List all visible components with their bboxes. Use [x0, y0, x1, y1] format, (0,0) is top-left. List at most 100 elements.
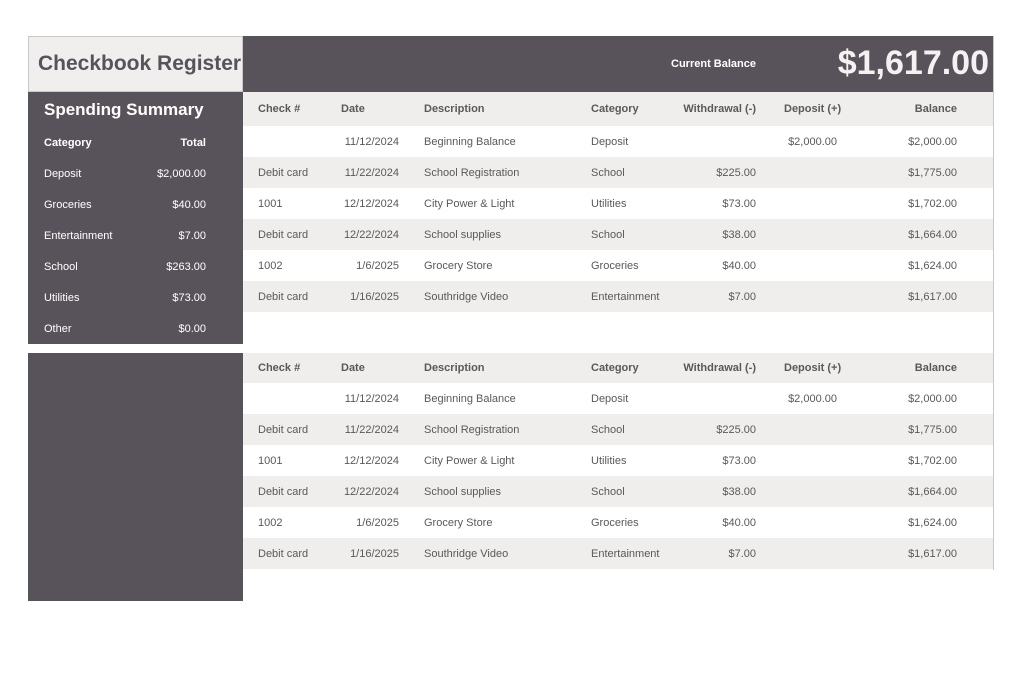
cell-description: Southridge Video [424, 290, 509, 303]
summary-category: Entertainment [44, 229, 113, 242]
summary-total: $7.00 [178, 229, 206, 242]
header-category[interactable]: Category [591, 103, 639, 115]
cell-check-number: Debit card [258, 166, 309, 179]
table-row[interactable]: Debit card 12/22/2024 School supplies Schoo… [243, 219, 994, 250]
cell-category: Deposit [591, 392, 629, 405]
header-balance[interactable]: Balance [914, 362, 957, 374]
cell-balance: $1,624.00 [908, 259, 957, 272]
cell-balance: $1,664.00 [908, 485, 957, 498]
summary-category: School [44, 260, 78, 273]
header-description[interactable]: Description [424, 103, 485, 115]
divider [993, 36, 994, 570]
table-row[interactable]: Debit card 12/22/2024 School supplies Schoo… [243, 476, 994, 507]
cell-check-number: 1001 [258, 197, 283, 210]
cell-check-number: Debit card [258, 228, 309, 241]
cell-date: 11/12/2024 [344, 135, 399, 148]
table-row[interactable]: Debit card 1/16/2025 Southridge Video Enter… [243, 281, 994, 312]
table-row[interactable]: 1001 12/12/2024 City Power & Light Utilitie… [243, 445, 994, 476]
cell-check-number: Debit card [258, 290, 309, 303]
header-balance[interactable]: Balance [914, 103, 957, 115]
table-row[interactable]: 1002 1/6/2025 Grocery Store Groceries $40.00… [243, 507, 994, 538]
header-date[interactable]: Date [341, 103, 365, 115]
table-header-row: Check # Date Description Category Withdrawal… [243, 353, 994, 383]
summary-total: $73.00 [172, 291, 206, 304]
cell-withdrawal: $7.00 [728, 547, 756, 560]
spending-summary: Spending Summary Category Total Deposit $2,… [28, 92, 243, 344]
cell-description: School supplies [424, 485, 502, 498]
cell-check-number: Debit card [258, 423, 309, 436]
cell-date: 11/22/2024 [344, 166, 399, 179]
table-row[interactable]: 11/12/2024 Beginning Balance Deposit $2,000… [243, 383, 994, 414]
header-description[interactable]: Description [424, 362, 485, 374]
cell-date: 11/22/2024 [344, 423, 399, 436]
cell-withdrawal: $40.00 [722, 516, 756, 529]
cell-check-number: 1002 [258, 516, 283, 529]
cell-category: School [591, 485, 625, 498]
summary-row: Other $0.00 [44, 313, 206, 344]
table-row[interactable]: Debit card 11/22/2024 School Registration S… [243, 157, 994, 188]
cell-balance: $2,000.00 [908, 392, 957, 405]
header-date[interactable]: Date [341, 362, 365, 374]
header-deposit[interactable]: Deposit (+) [784, 362, 842, 374]
summary-category: Groceries [44, 198, 92, 211]
cell-description: City Power & Light [424, 454, 515, 467]
table-header-row: Check # Date Description Category Withdrawal… [243, 92, 994, 126]
header-check-number[interactable]: Check # [258, 362, 301, 374]
cell-category: Groceries [591, 516, 639, 529]
summary-title: Spending Summary [44, 100, 204, 119]
summary-total: $0.00 [178, 322, 206, 335]
summary-total: $40.00 [172, 198, 206, 211]
cell-date: 1/6/2025 [356, 259, 399, 272]
current-balance-label: Current Balance [671, 58, 756, 70]
summary-row: Deposit $2,000.00 [44, 158, 206, 189]
cell-category: School [591, 166, 625, 179]
summary-row: School $263.00 [44, 251, 206, 282]
cell-check-number: Debit card [258, 485, 309, 498]
cell-date: 1/16/2025 [350, 547, 399, 560]
cell-description: School Registration [424, 423, 520, 436]
cell-date: 12/22/2024 [343, 485, 399, 498]
cell-category: Entertainment [591, 547, 660, 560]
cell-description: Grocery Store [424, 259, 493, 272]
cell-date: 12/12/2024 [343, 454, 399, 467]
cell-balance: $1,775.00 [908, 423, 957, 436]
cell-balance: $1,624.00 [908, 516, 957, 529]
summary-row: Entertainment $7.00 [44, 220, 206, 251]
cell-balance: $1,664.00 [908, 228, 957, 241]
table-row[interactable]: 11/12/2024 Beginning Balance Deposit $2,000… [243, 126, 994, 157]
cell-description: School Registration [424, 166, 520, 179]
header-check-number[interactable]: Check # [258, 103, 301, 115]
table-row[interactable]: Debit card 1/16/2025 Southridge Video Enter… [243, 538, 994, 569]
cell-check-number: 1002 [258, 259, 283, 272]
cell-category: Entertainment [591, 290, 660, 303]
cell-balance: $1,702.00 [908, 197, 957, 210]
table-row[interactable]: 1001 12/12/2024 City Power & Light Utilitie… [243, 188, 994, 219]
summary-category: Deposit [44, 167, 82, 180]
cell-check-number: Debit card [258, 547, 309, 560]
cell-balance: $1,617.00 [908, 547, 957, 560]
header-withdrawal[interactable]: Withdrawal (-) [683, 103, 756, 115]
cell-category: School [591, 228, 625, 241]
cell-check-number: 1001 [258, 454, 283, 467]
header-deposit[interactable]: Deposit (+) [784, 103, 842, 115]
cell-withdrawal: $7.00 [728, 290, 756, 303]
header-category[interactable]: Category [591, 362, 639, 374]
cell-category: School [591, 423, 625, 436]
summary-category: Other [44, 322, 72, 335]
page-title: Checkbook Register [28, 36, 243, 92]
cell-date: 1/16/2025 [350, 290, 399, 303]
cell-balance: $2,000.00 [908, 135, 957, 148]
cell-description: City Power & Light [424, 197, 515, 210]
cell-category: Utilities [591, 197, 627, 210]
table-row[interactable]: 1002 1/6/2025 Grocery Store Groceries $40.00… [243, 250, 994, 281]
summary-total: $2,000.00 [157, 167, 206, 180]
balance-bar: Current Balance $1,617.00 [243, 36, 994, 92]
cell-category: Deposit [591, 135, 629, 148]
header-withdrawal[interactable]: Withdrawal (-) [683, 362, 756, 374]
cell-date: 11/12/2024 [344, 392, 399, 405]
cell-deposit: $2,000.00 [788, 135, 837, 148]
table-row[interactable]: Debit card 11/22/2024 School Registration S… [243, 414, 994, 445]
summary-row: Groceries $40.00 [44, 189, 206, 220]
summary-header-total: Total [180, 136, 206, 149]
summary-total: $263.00 [166, 260, 206, 273]
